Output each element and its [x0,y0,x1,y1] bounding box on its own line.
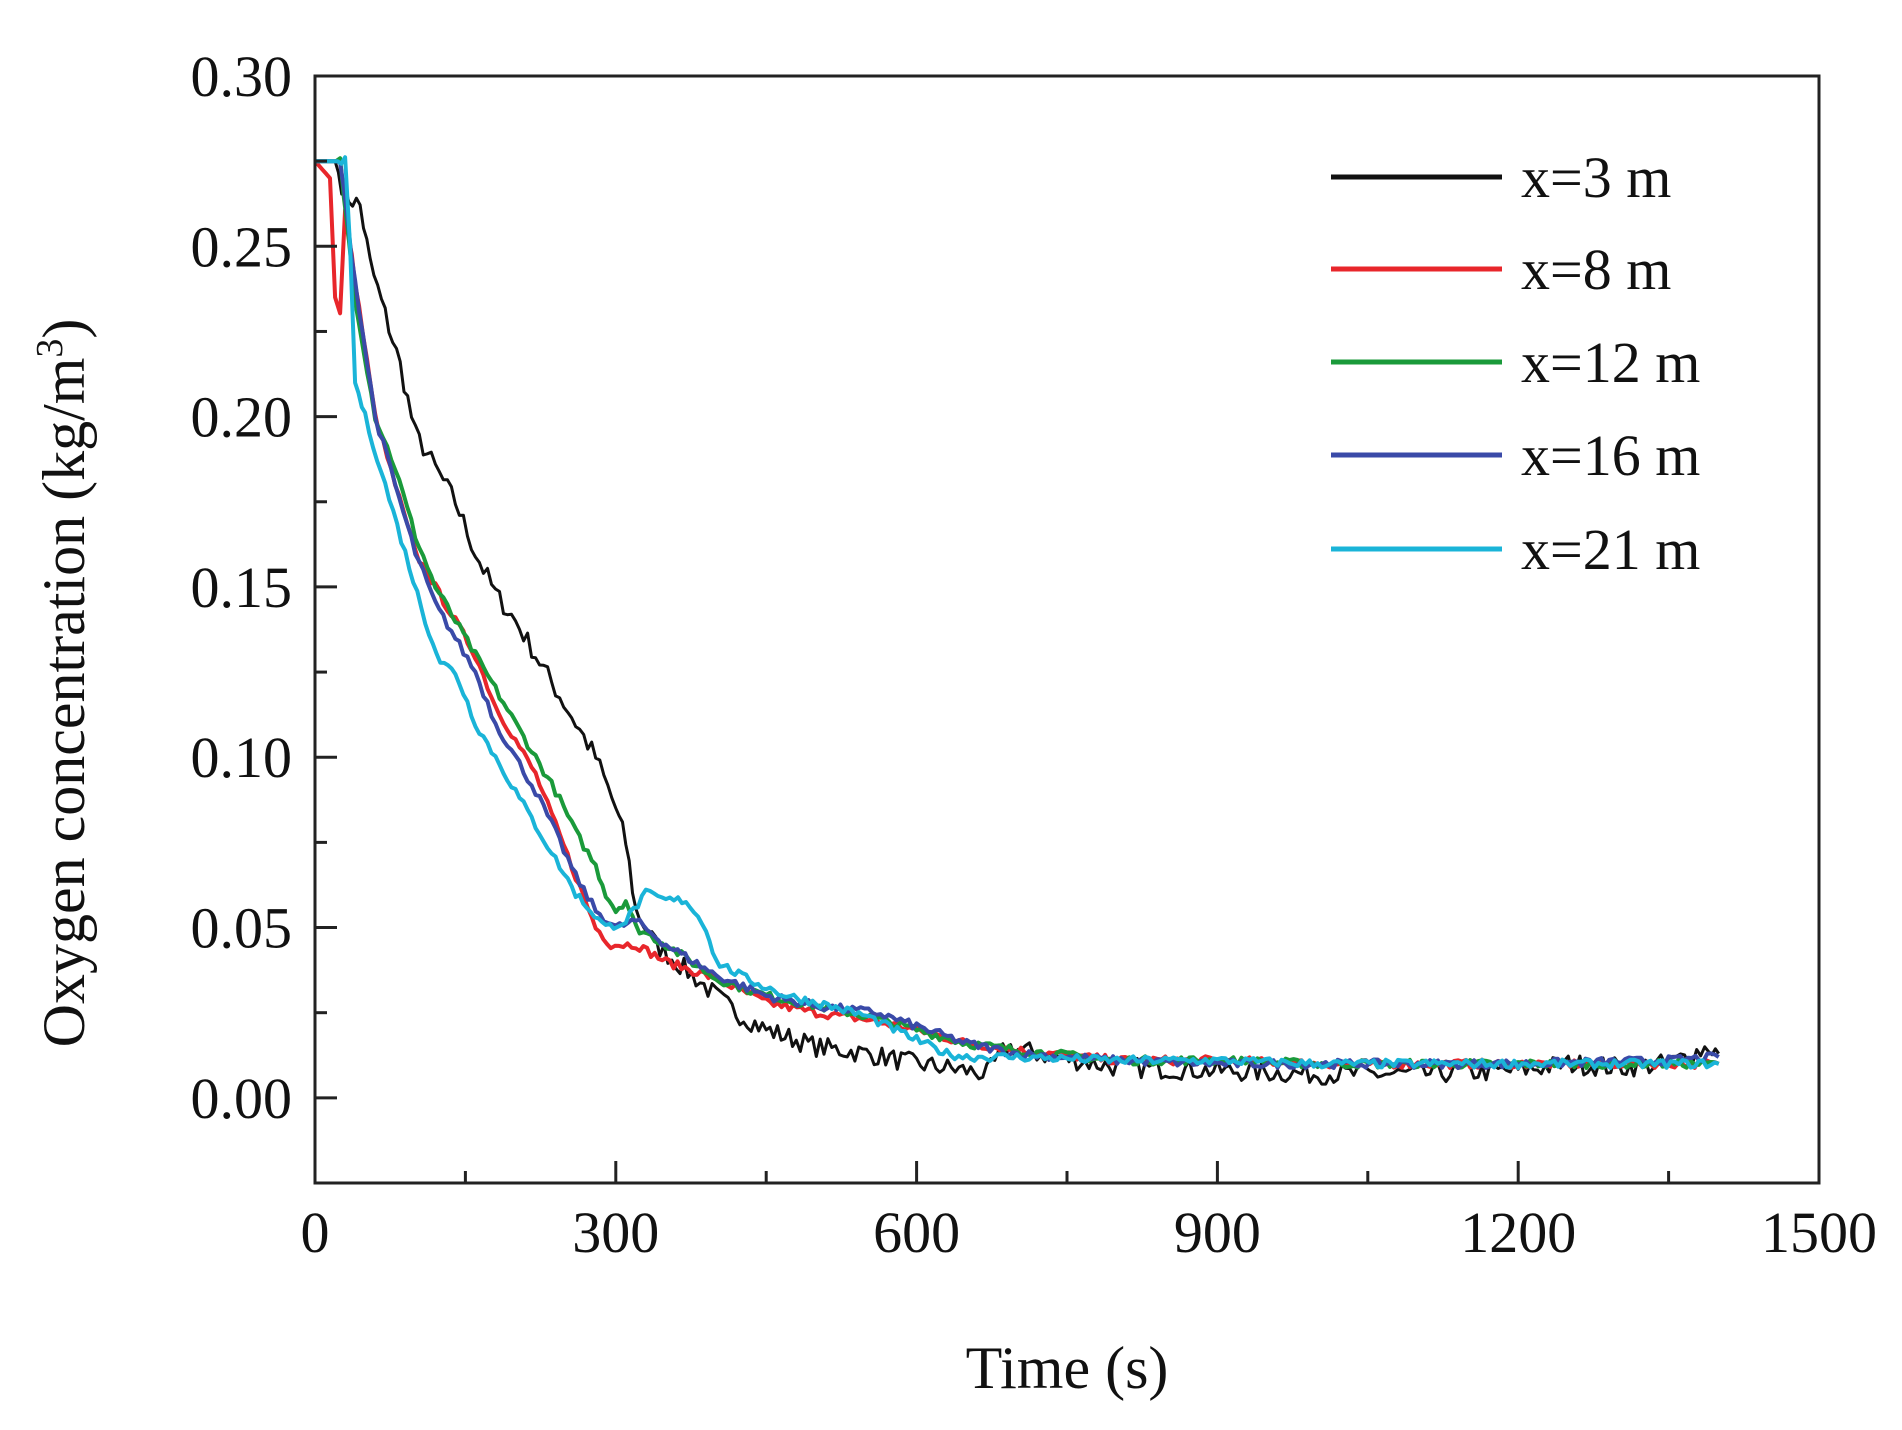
ticks-layer: 0 300 600 900 1200 1500 0.00 0.05 0.10 0.15 0.20 0.… [191,44,1878,1265]
legend-label: x=16 m [1521,423,1700,488]
legend-label: x=12 m [1521,330,1700,395]
series-line-x-16-m [315,159,1720,1070]
series-line-x-12-m [315,156,1720,1070]
y-tick-label: 0.15 [191,555,293,620]
legend-label: x=3 m [1521,145,1671,210]
y-tick-label: 0.30 [191,44,293,109]
y-tick-label: 0.10 [191,725,293,790]
y-tick-label: 0.25 [191,214,293,279]
y-axis-title-main: Oxygen concentration (kg/m [31,358,97,1048]
series-layer [313,155,1720,1086]
x-tick-label: 900 [1174,1200,1261,1265]
y-axis-title-superscript: 3 [29,339,71,358]
legend-label: x=8 m [1521,237,1671,302]
y-axis-title: Oxygen concentration (kg/m3) [29,319,97,1048]
series-line-x-3-m [315,159,1720,1086]
legend: x=3 m x=8 m x=12 m x=16 m x=21 m [1331,145,1700,582]
y-tick-label: 0.00 [191,1066,293,1131]
x-tick-label: 600 [873,1200,960,1265]
x-tick-label: 300 [572,1200,659,1265]
x-tick-label: 1500 [1761,1200,1877,1265]
y-axis-title-close: ) [31,319,97,339]
series-line-x-21-m [315,155,1720,1070]
x-tick-label: 1200 [1460,1200,1576,1265]
y-tick-label: 0.20 [191,385,293,450]
x-tick-label: 0 [301,1200,330,1265]
x-axis-title: Time (s) [966,1335,1169,1401]
y-tick-label: 0.05 [191,896,293,961]
legend-label: x=21 m [1521,517,1700,582]
series-line-x-8-m [313,159,1720,1070]
